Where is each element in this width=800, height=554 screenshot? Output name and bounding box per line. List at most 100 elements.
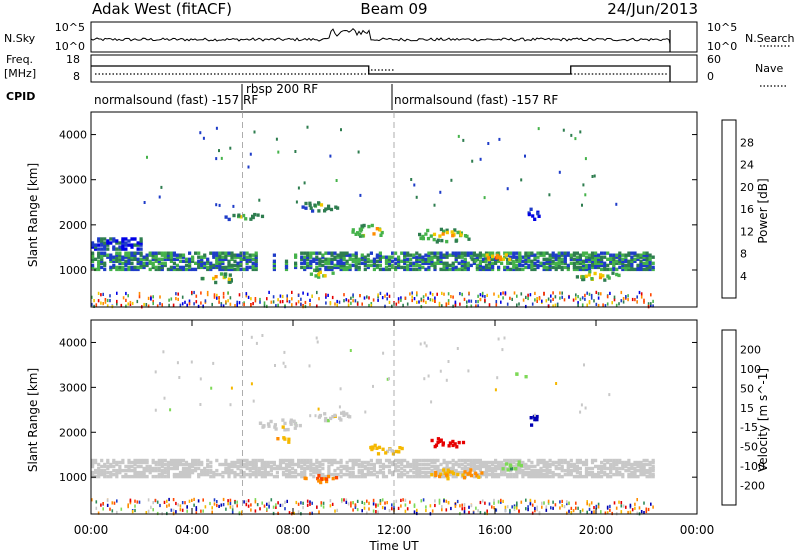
heatmap-cell bbox=[109, 507, 111, 511]
y-tick-label: 4000 bbox=[59, 336, 87, 349]
heatmap-cell bbox=[639, 255, 643, 259]
heatmap-cell bbox=[618, 257, 622, 261]
heatmap-cell bbox=[146, 155, 148, 159]
heatmap-cell bbox=[463, 263, 467, 268]
heatmap-cell bbox=[194, 267, 198, 272]
heatmap-cell bbox=[315, 257, 319, 261]
heatmap-cell bbox=[111, 509, 114, 513]
heatmap-cell bbox=[284, 458, 289, 463]
heatmap-cell bbox=[444, 473, 449, 477]
heatmap-cell bbox=[445, 378, 448, 382]
heatmap-cell bbox=[384, 257, 389, 261]
heatmap-cell bbox=[595, 302, 598, 306]
heatmap-cell bbox=[106, 474, 110, 479]
heatmap-cell bbox=[372, 498, 375, 502]
heatmap-cell bbox=[424, 257, 428, 261]
heatmap-cell bbox=[124, 267, 128, 272]
heatmap-cell bbox=[518, 470, 522, 475]
heatmap-cell bbox=[412, 267, 416, 272]
heatmap-cell bbox=[639, 462, 643, 467]
heatmap-cell bbox=[597, 261, 601, 265]
heatmap-cell bbox=[418, 468, 422, 473]
heatmap-cell bbox=[306, 292, 309, 296]
heatmap-cell bbox=[466, 261, 470, 265]
heatmap-cell bbox=[527, 265, 531, 270]
heatmap-cell bbox=[563, 298, 566, 302]
heatmap-cell bbox=[624, 468, 628, 473]
heatmap-cell bbox=[150, 297, 152, 301]
heatmap-cell bbox=[577, 303, 579, 307]
heatmap-cell bbox=[213, 502, 216, 506]
heatmap-cell bbox=[560, 468, 564, 473]
heatmap-cell bbox=[188, 472, 192, 477]
heatmap-cell bbox=[518, 259, 522, 263]
heatmap-cell bbox=[216, 503, 218, 508]
heatmap-cell bbox=[277, 501, 279, 505]
heatmap-cell bbox=[91, 265, 95, 270]
heatmap-cell bbox=[245, 464, 249, 469]
heatmap-cell bbox=[457, 253, 461, 257]
heatmap-cell bbox=[97, 466, 101, 471]
heatmap-cell bbox=[97, 263, 101, 268]
heatmap-cell bbox=[91, 255, 95, 259]
heatmap-cell bbox=[366, 295, 368, 299]
heatmap-cell bbox=[652, 299, 654, 303]
heatmap-cell bbox=[372, 263, 376, 268]
heatmap-cell bbox=[239, 460, 243, 465]
heatmap-cell bbox=[548, 265, 552, 270]
colorbar-tick-label: 4 bbox=[740, 270, 747, 283]
heatmap-cell bbox=[224, 267, 228, 272]
heatmap-cell bbox=[91, 243, 95, 247]
heatmap-cell bbox=[200, 291, 202, 295]
heatmap-cell bbox=[557, 261, 561, 265]
heatmap-cell bbox=[642, 458, 646, 463]
heatmap-cell bbox=[194, 251, 198, 255]
heatmap-cell bbox=[394, 466, 398, 471]
heatmap-cell bbox=[321, 263, 325, 268]
heatmap-cell bbox=[545, 470, 549, 475]
heatmap-cell bbox=[433, 460, 437, 465]
heatmap-cell bbox=[643, 300, 645, 304]
heatmap-cell bbox=[154, 255, 158, 259]
heatmap-cell bbox=[363, 464, 367, 469]
heatmap-cell bbox=[470, 504, 473, 508]
heatmap-cell bbox=[331, 295, 334, 300]
heatmap-cell bbox=[506, 468, 510, 472]
heatmap-cell bbox=[294, 462, 298, 467]
heatmap-cell bbox=[284, 259, 289, 263]
heatmap-cell bbox=[429, 234, 433, 238]
heatmap-cell bbox=[495, 253, 499, 258]
heatmap-cell bbox=[593, 299, 595, 303]
heatmap-cell bbox=[109, 237, 113, 241]
heatmap-cell bbox=[425, 293, 427, 297]
heatmap-cell bbox=[316, 476, 320, 481]
heatmap-cell bbox=[515, 267, 519, 272]
heatmap-cell bbox=[415, 261, 419, 265]
heatmap-cell bbox=[506, 259, 510, 263]
heatmap-cell bbox=[590, 251, 595, 255]
heatmap-cell bbox=[245, 458, 249, 463]
heatmap-cell bbox=[475, 466, 479, 471]
heatmap-cell bbox=[130, 460, 134, 465]
heatmap-cell bbox=[142, 458, 146, 463]
heatmap-cell bbox=[100, 255, 104, 259]
heatmap-cell bbox=[288, 470, 292, 475]
heatmap-cell bbox=[454, 303, 457, 308]
heatmap-cell bbox=[527, 464, 531, 469]
heatmap-cell bbox=[424, 472, 428, 477]
heatmap-cell bbox=[327, 293, 329, 297]
heatmap-cell bbox=[306, 125, 309, 129]
heatmap-cell bbox=[194, 468, 198, 473]
heatmap-cell bbox=[250, 503, 252, 507]
heatmap-cell bbox=[642, 263, 646, 268]
heatmap-cell bbox=[270, 300, 273, 304]
heatmap-cell bbox=[518, 267, 522, 272]
heatmap-cell bbox=[224, 468, 228, 473]
heatmap-cell bbox=[129, 498, 132, 502]
heatmap-cell bbox=[442, 261, 446, 265]
heatmap-cell bbox=[272, 295, 275, 299]
heatmap-cell bbox=[339, 253, 343, 257]
heatmap-cell bbox=[541, 501, 543, 505]
heatmap-cell bbox=[318, 510, 320, 514]
heatmap-cell bbox=[551, 472, 555, 477]
